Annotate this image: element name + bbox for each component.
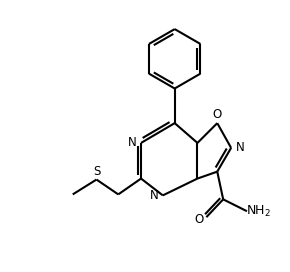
Text: N: N (128, 137, 137, 149)
Text: N: N (236, 141, 244, 154)
Text: N: N (150, 189, 158, 202)
Text: O: O (213, 108, 222, 121)
Text: O: O (195, 213, 204, 226)
Text: NH$_2$: NH$_2$ (246, 204, 271, 219)
Text: S: S (93, 165, 100, 178)
